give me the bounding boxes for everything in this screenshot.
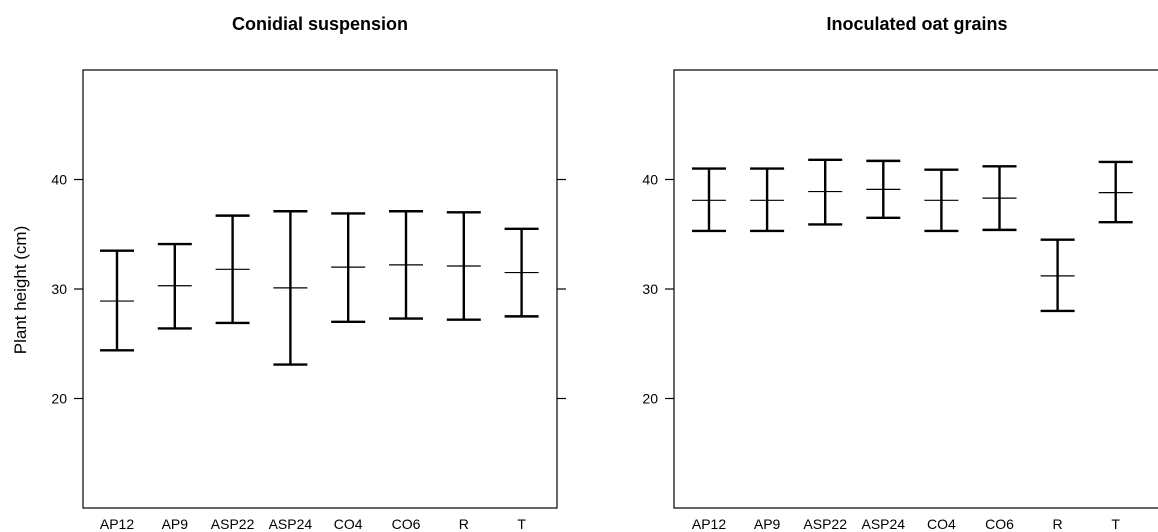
x-tick-label: ASP24 [269,516,313,532]
y-tick-label: 20 [51,391,67,407]
panel-2: Inoculated oat grains 20 30 40 AP12 AP9 ASP22 A… [642,14,1158,532]
y-tick-label: 40 [51,172,67,188]
x-tick-label: CO6 [392,516,421,532]
panel-1: Conidial suspension 20 30 40 AP12 AP9 ASP22 ASP… [51,14,566,532]
x-tick-label: AP9 [162,516,189,532]
x-tick-label: ASP22 [803,516,847,532]
x-tick-label: ASP22 [211,516,255,532]
x-tick-label: T [1111,516,1120,532]
x-tick-label: T [517,516,526,532]
x-tick-label: ASP24 [862,516,906,532]
plot-frame [82,69,558,509]
plot-frame [673,69,1158,509]
x-tick-label: CO6 [985,516,1014,532]
x-tick-label: AP12 [692,516,726,532]
y-tick-label: 20 [642,391,658,407]
x-tick-label: AP9 [754,516,781,532]
x-tick-label: AP12 [100,516,134,532]
x-tick-label: R [459,516,469,532]
x-tick-label: CO4 [334,516,363,532]
y-tick-label: 30 [51,281,67,297]
x-tick-label: R [1053,516,1063,532]
chart-title: Inoculated oat grains [826,14,1007,34]
x-tick-label: CO4 [927,516,956,532]
y-axis-label: Plant height (cm) [11,226,30,355]
chart-title: Conidial suspension [232,14,408,34]
y-tick-label: 30 [642,281,658,297]
y-tick-label: 40 [642,172,658,188]
